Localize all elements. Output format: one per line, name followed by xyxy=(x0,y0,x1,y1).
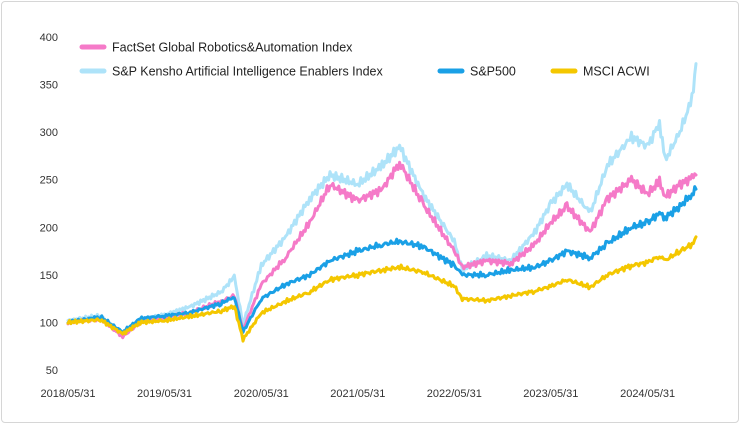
y-tick-label: 50 xyxy=(46,365,58,377)
y-tick-label: 100 xyxy=(40,317,58,329)
x-tick-label: 2022/05/31 xyxy=(427,388,482,400)
y-tick-label: 350 xyxy=(40,80,58,92)
y-tick-label: 400 xyxy=(40,32,58,44)
x-tick-label: 2024/05/31 xyxy=(620,388,675,400)
series-line-1 xyxy=(66,62,698,337)
x-tick-label: 2021/05/31 xyxy=(330,388,385,400)
series-line-2 xyxy=(66,185,698,335)
legend-label: MSCI ACWI xyxy=(583,65,650,79)
series-lines xyxy=(66,62,698,343)
y-tick-label: 300 xyxy=(40,127,58,139)
y-tick-label: 200 xyxy=(40,222,58,234)
legend-label: FactSet Global Robotics&Automation Index xyxy=(112,41,353,55)
legend-label: S&P500 xyxy=(470,65,516,79)
x-tick-label: 2020/05/31 xyxy=(234,388,289,400)
y-tick-label: 250 xyxy=(40,175,58,187)
legend-label: S&P Kensho Artificial Intelligence Enabl… xyxy=(112,65,384,79)
y-tick-label: 150 xyxy=(40,270,58,282)
legend: FactSet Global Robotics&Automation Index… xyxy=(79,41,650,79)
y-axis-tick-labels: 50 100 150 200 250 300 350 400 xyxy=(40,32,58,377)
x-tick-label: 2018/05/31 xyxy=(40,388,95,400)
x-axis-tick-labels: 2018/05/31 2019/05/31 2020/05/31 2021/05/31… xyxy=(40,388,675,400)
x-tick-label: 2019/05/31 xyxy=(137,388,192,400)
series-line-3 xyxy=(66,235,698,343)
x-tick-label: 2023/05/31 xyxy=(523,388,578,400)
